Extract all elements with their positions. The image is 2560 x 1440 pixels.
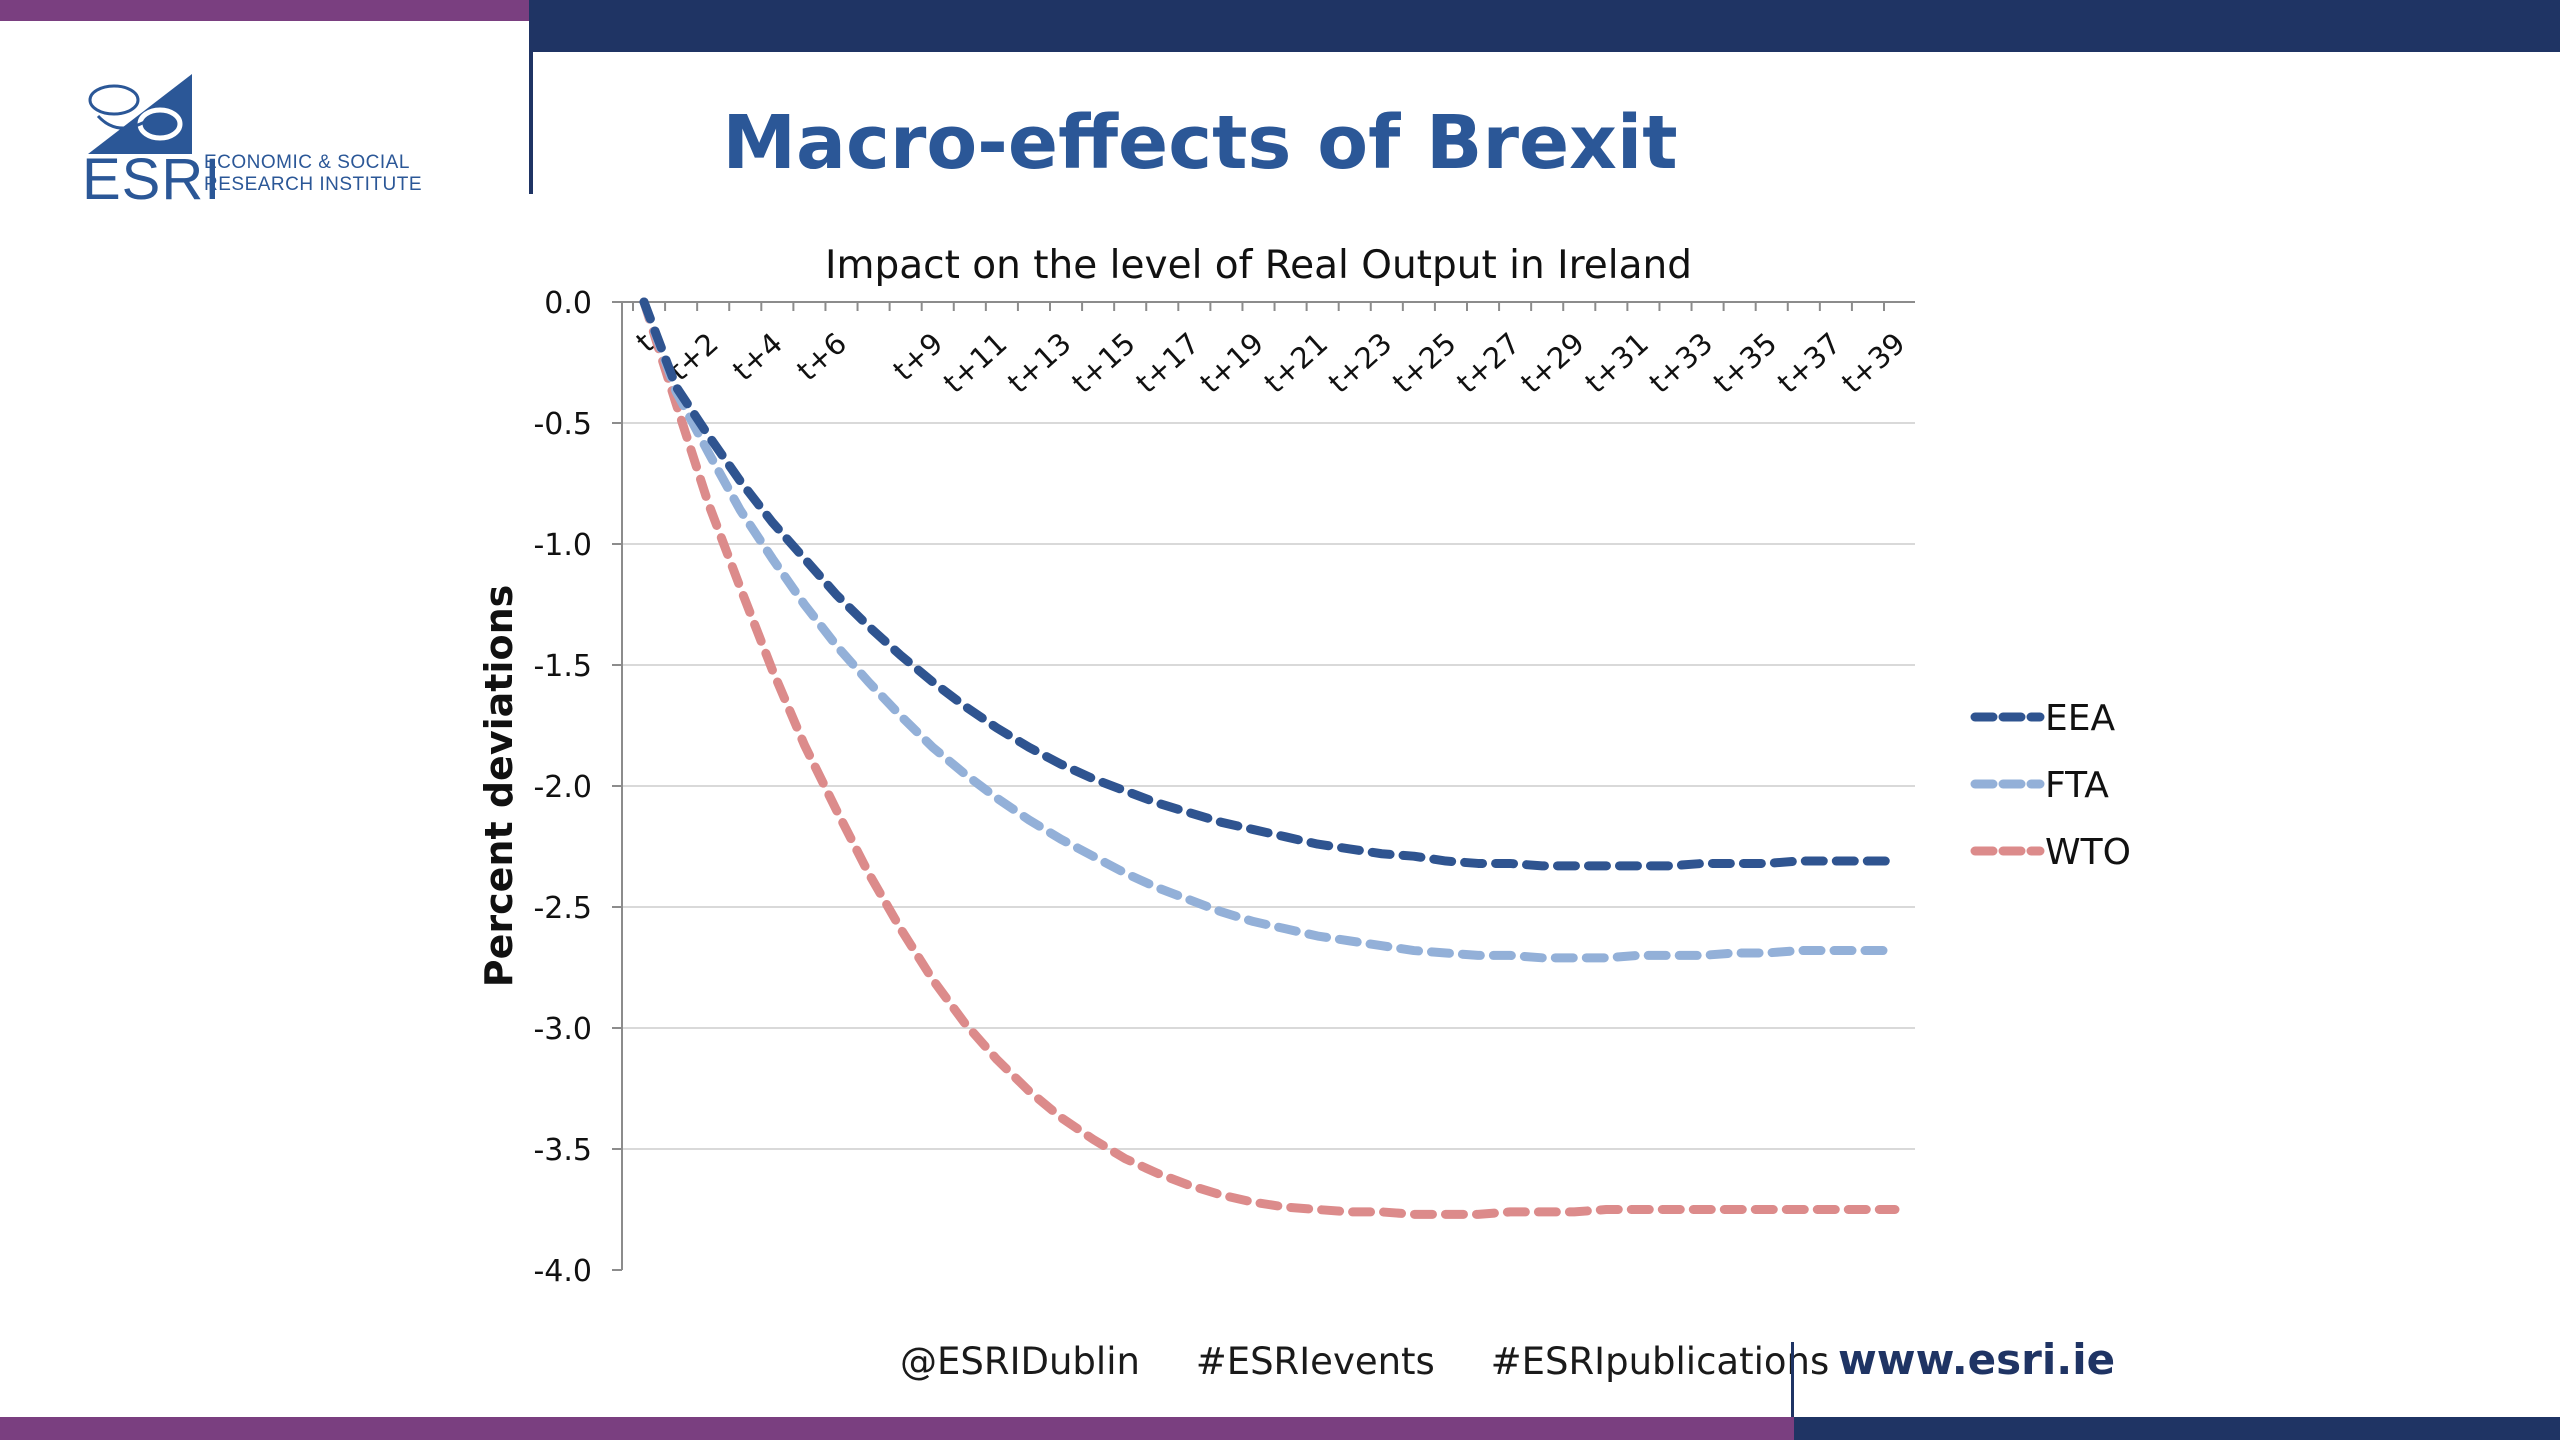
x-tick-label: t+33 — [1643, 326, 1720, 400]
esri-logo: ESRI ECONOMIC & SOCIAL RESEARCH INSTITUT… — [78, 68, 478, 212]
y-tick-label: -0.5 — [533, 407, 592, 442]
x-tick-label: t+37 — [1771, 326, 1848, 400]
series-line-eea — [639, 297, 1900, 871]
logo-subtitle-line1: ECONOMIC & SOCIAL — [204, 152, 410, 173]
chart-title: Impact on the level of Real Output in Ir… — [825, 243, 1692, 288]
legend-label-eea: EEA — [2045, 698, 2115, 739]
bottom-accent-bar-purple — [0, 1417, 1794, 1440]
x-tick-label: t+39 — [1835, 326, 1912, 400]
x-tick-label: t+4 — [726, 326, 789, 387]
esri-logo-mark-icon — [87, 74, 192, 154]
x-tick-label: t+31 — [1578, 326, 1655, 400]
x-tick-label: t+11 — [937, 326, 1014, 400]
x-tick-label: t+17 — [1129, 326, 1206, 400]
footer-links: @ESRIDublin #ESRIevents #ESRIpublication… — [900, 1340, 1873, 1383]
x-tick-label: t+19 — [1193, 326, 1270, 400]
footer-twitter-link[interactable]: @ESRIDublin — [900, 1340, 1140, 1383]
top-accent-bar-purple — [0, 0, 531, 21]
x-tick-label: t+27 — [1450, 326, 1527, 400]
series-line-fta — [639, 297, 1900, 963]
logo-subtitle-line2: RESEARCH INSTITUTE — [204, 174, 423, 195]
x-tick-label: t+23 — [1322, 326, 1399, 400]
footer-divider — [1791, 1342, 1794, 1420]
x-tick-label: t+15 — [1065, 326, 1142, 400]
x-tick-label: t+25 — [1386, 326, 1463, 400]
bottom-accent-bar-navy — [1794, 1417, 2560, 1440]
legend-label-fta: FTA — [2045, 765, 2109, 806]
logo-esri-text: ESRI — [82, 147, 222, 212]
x-tick-label: t+29 — [1514, 326, 1591, 400]
footer-events-link[interactable]: #ESRIevents — [1195, 1340, 1435, 1383]
legend-label-wto: WTO — [2045, 832, 2131, 873]
x-tick-label: t+35 — [1707, 326, 1784, 400]
x-tick-label: t+6 — [790, 326, 853, 387]
y-tick-label: -2.0 — [533, 770, 592, 805]
header-divider — [529, 0, 533, 194]
line-chart: Impact on the level of Real Output in Ir… — [477, 243, 2131, 1289]
footer-url-link[interactable]: www.esri.ie — [1838, 1335, 2116, 1384]
y-tick-label: -3.5 — [533, 1133, 592, 1168]
x-tick-label: t+21 — [1258, 326, 1335, 400]
y-tick-label: 0.0 — [544, 286, 592, 321]
y-tick-label: -3.0 — [533, 1012, 592, 1047]
y-axis-label: Percent deviations — [477, 585, 521, 988]
y-tick-label: -1.0 — [533, 528, 592, 563]
y-tick-label: -4.0 — [533, 1254, 592, 1289]
slide-title: Macro-effects of Brexit — [722, 100, 1678, 186]
series-line-wto — [639, 297, 1900, 1219]
y-tick-label: -2.5 — [533, 891, 592, 926]
x-tick-label: t+13 — [1001, 326, 1078, 400]
top-accent-bar-navy — [531, 0, 2560, 52]
y-tick-label: -1.5 — [533, 649, 592, 684]
footer-publications-link[interactable]: #ESRIpublications — [1490, 1340, 1830, 1383]
